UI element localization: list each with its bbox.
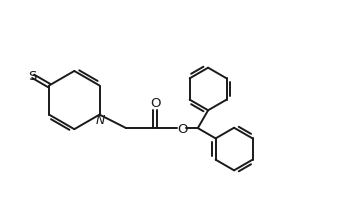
Text: O: O (150, 97, 160, 110)
Text: O: O (177, 123, 188, 136)
Text: N: N (96, 114, 105, 127)
Text: S: S (28, 70, 36, 83)
